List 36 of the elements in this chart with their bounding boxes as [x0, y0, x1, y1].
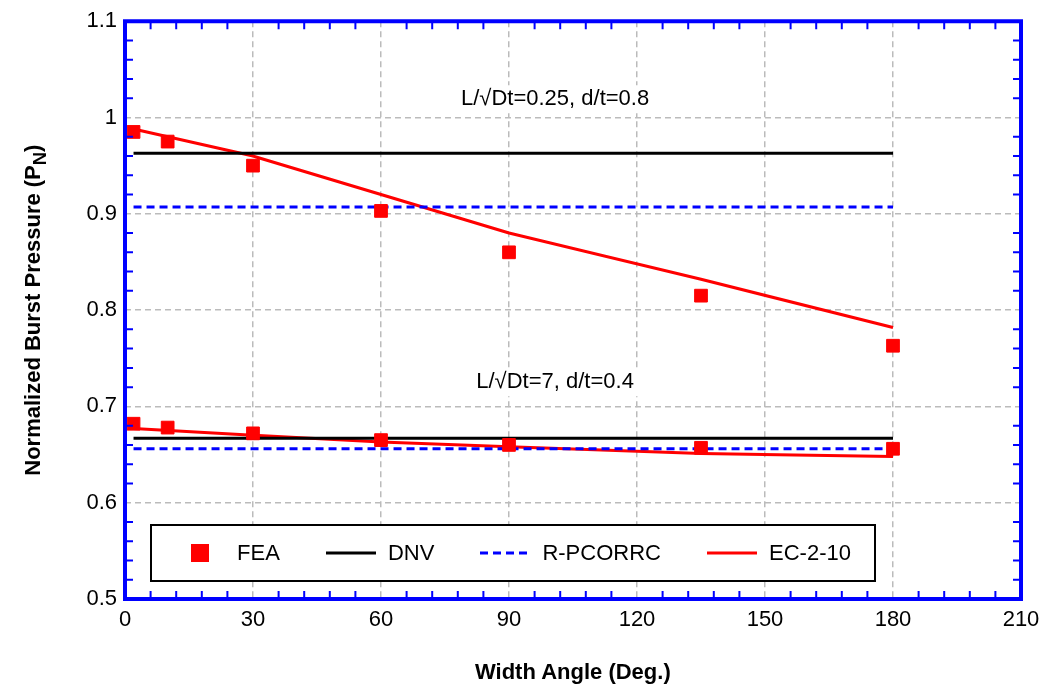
y-tick-label: 0.9 — [86, 199, 117, 225]
x-tick-label: 60 — [368, 606, 394, 632]
point — [246, 158, 260, 173]
x-tick-label: 30 — [240, 606, 266, 632]
point — [886, 338, 900, 353]
y-tick-label: 0.5 — [86, 585, 117, 611]
x-tick-label: 150 — [746, 606, 784, 632]
annotation: L/√Dt=0.25, d/t=0.8 — [460, 85, 650, 111]
point — [160, 134, 175, 149]
point — [374, 204, 388, 218]
point — [502, 245, 516, 260]
point — [160, 420, 175, 435]
x-tick-label: 90 — [496, 606, 522, 632]
y-tick-label: 1.1 — [86, 7, 117, 33]
point — [374, 433, 388, 447]
point — [502, 438, 516, 452]
point — [126, 125, 141, 139]
legend-label: DNV — [387, 540, 435, 566]
point — [246, 426, 260, 441]
annotation: L/√Dt=7, d/t=0.4 — [476, 368, 634, 394]
y-tick-label: 0.7 — [86, 392, 117, 418]
x-tick-label: 0 — [118, 606, 132, 632]
legend-label: R-PCORRC — [542, 540, 661, 566]
y-tick-label: 0.8 — [86, 296, 117, 322]
y-tick-label: 0.6 — [86, 488, 117, 514]
x-tick-label: 210 — [1002, 606, 1040, 632]
point — [694, 440, 708, 455]
point — [126, 416, 141, 431]
legend-label: EC-2-10 — [769, 540, 851, 566]
x-tick-label: 180 — [874, 606, 912, 632]
x-axis-title: Width Angle (Deg.) — [475, 659, 671, 685]
legend-label: FEA — [237, 540, 280, 566]
x-tick-label: 120 — [618, 606, 656, 632]
point — [886, 441, 900, 456]
y-tick-label: 1 — [104, 103, 117, 129]
point — [694, 288, 708, 303]
